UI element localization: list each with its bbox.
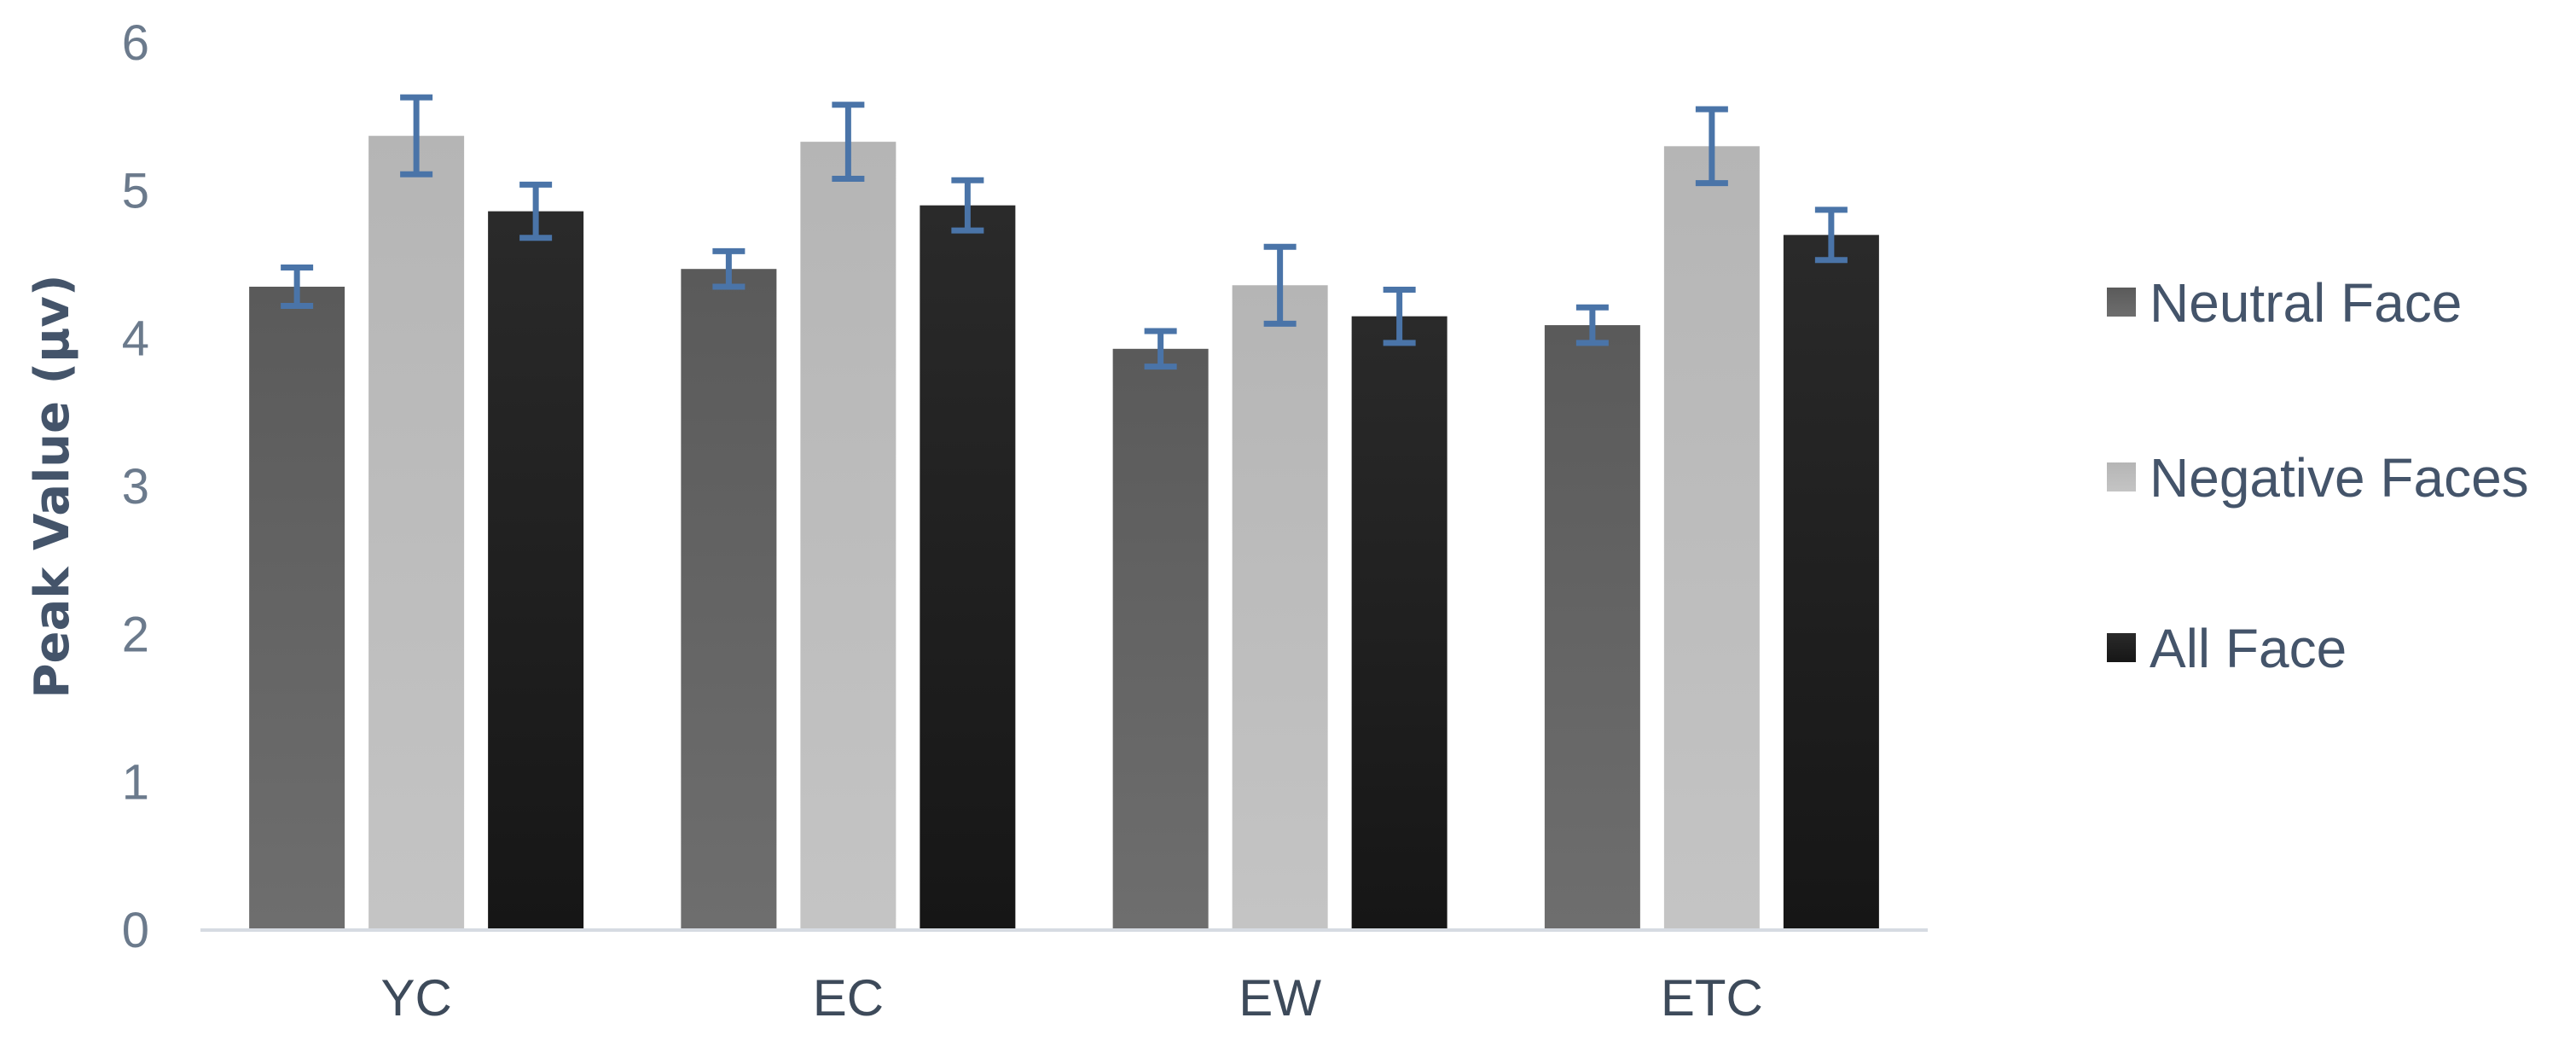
bar-negative-faces-ec: [800, 142, 896, 931]
bar-neutral-face-etc: [1544, 325, 1640, 931]
y-tick-label: 4: [122, 311, 149, 367]
error-bar: [281, 264, 314, 310]
bar-negative-faces-yc: [368, 136, 465, 930]
bar-neutral-face-ec: [681, 269, 777, 930]
bar-all-face-yc: [488, 211, 584, 931]
legend-label: Neutral Face: [2150, 272, 2462, 334]
error-bar: [951, 177, 984, 234]
bar-all-face-etc: [1783, 235, 1879, 930]
bar-all-face-ew: [1351, 316, 1448, 931]
legend-item-negative-faces: Negative Faces: [2107, 447, 2529, 509]
error-bar: [1263, 243, 1297, 327]
bar-neutral-face-yc: [249, 287, 345, 930]
error-bar: [1814, 206, 1848, 264]
y-tick-label: 0: [122, 903, 149, 958]
legend-swatch: [2107, 633, 2136, 662]
error-bar: [1575, 304, 1609, 346]
y-tick-label: 2: [122, 607, 149, 662]
error-bar: [1695, 106, 1728, 187]
y-tick-label: 1: [122, 755, 149, 811]
y-tick-label: 6: [122, 15, 149, 71]
legend-item-neutral-face: Neutral Face: [2107, 272, 2462, 334]
legend-swatch: [2107, 462, 2136, 491]
legend-label: Negative Faces: [2150, 447, 2529, 509]
error-bar: [1144, 328, 1177, 370]
x-category-label: EW: [1239, 969, 1321, 1026]
y-tick-label: 5: [122, 163, 149, 218]
legend-item-all-face: All Face: [2107, 618, 2347, 679]
error-bar: [1383, 286, 1416, 346]
y-tick-label: 3: [122, 459, 149, 515]
y-axis-title: Peak Value (μv): [25, 274, 80, 698]
error-bar: [832, 102, 865, 182]
error-bar: [712, 247, 746, 290]
x-category-label: YC: [380, 969, 451, 1026]
legend-swatch: [2107, 288, 2136, 317]
error-bar: [400, 94, 433, 177]
bar-all-face-ec: [920, 205, 1016, 930]
bar-negative-faces-ew: [1232, 285, 1328, 930]
bar-negative-faces-etc: [1663, 146, 1760, 931]
error-bar: [519, 181, 553, 241]
legend-label: All Face: [2150, 618, 2347, 679]
x-category-label: ETC: [1661, 969, 1763, 1026]
bar-neutral-face-ew: [1112, 348, 1209, 930]
x-category-label: EC: [813, 969, 884, 1026]
